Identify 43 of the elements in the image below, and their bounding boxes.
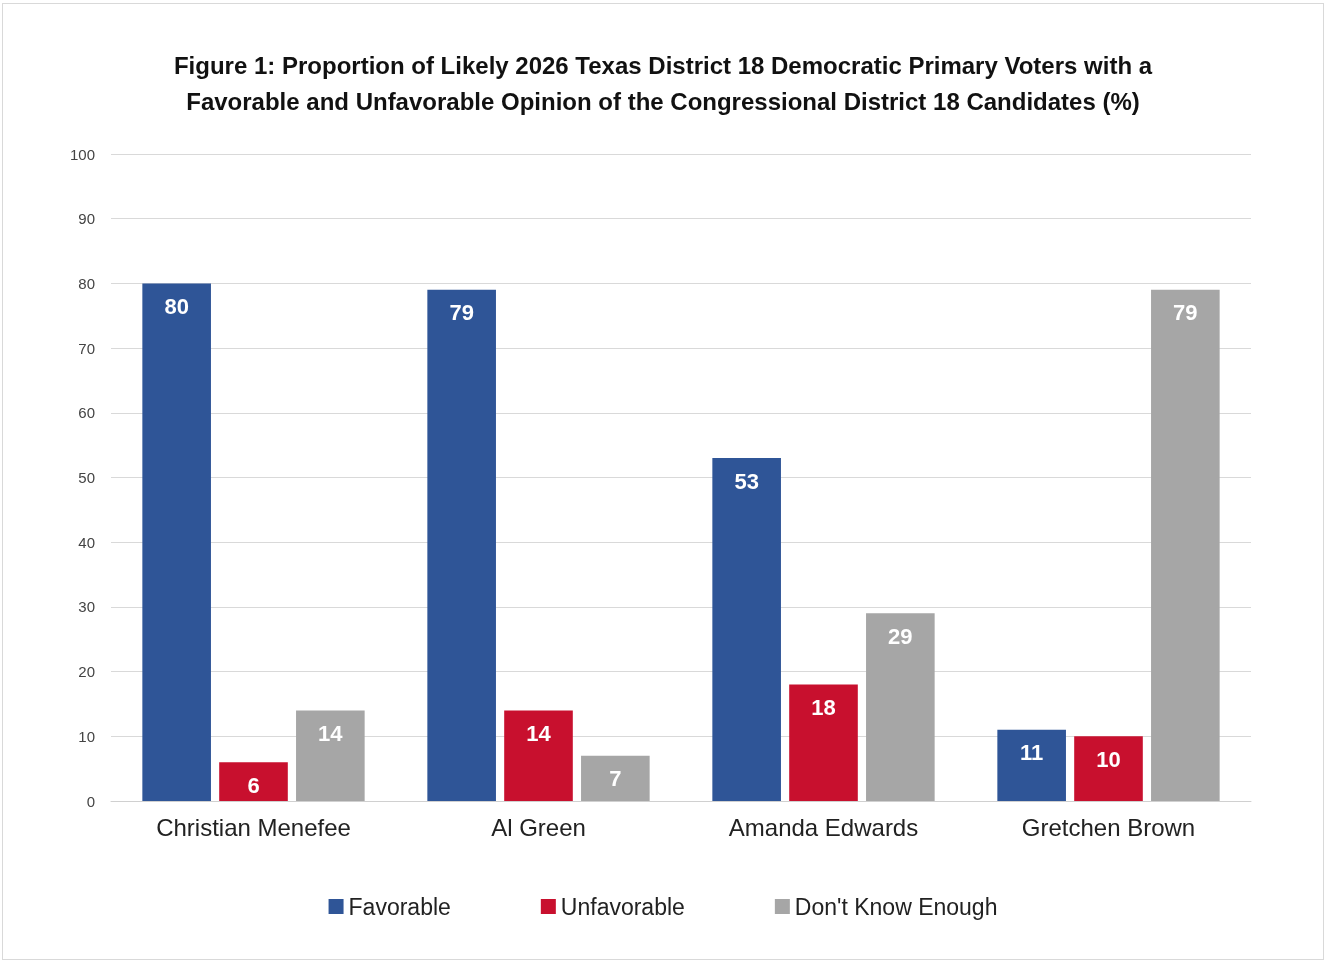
bar xyxy=(789,684,858,801)
bar xyxy=(1151,289,1220,801)
bar xyxy=(219,762,288,801)
y-tick-label: 20 xyxy=(78,663,95,681)
x-tick-label: Gretchen Brown xyxy=(1021,813,1196,841)
data-label: 10 xyxy=(1096,746,1121,772)
legend-label: Unfavorable xyxy=(560,893,685,920)
bar xyxy=(142,283,211,801)
bar xyxy=(712,458,781,801)
y-tick-label: 40 xyxy=(78,533,95,551)
data-label: 14 xyxy=(526,720,552,746)
data-label: 14 xyxy=(318,720,344,746)
x-tick-label: Amanda Edwards xyxy=(728,813,919,841)
data-label: 7 xyxy=(609,766,622,792)
bar xyxy=(427,289,496,801)
legend-label: Don't Know Enough xyxy=(794,893,998,920)
bar xyxy=(581,755,650,801)
bar xyxy=(997,729,1066,801)
y-tick-label: 60 xyxy=(78,404,95,422)
x-tick-label: Christian Menefee xyxy=(156,813,351,841)
data-label: 79 xyxy=(1173,300,1198,326)
chart-title: Figure 1: Proportion of Likely 2026 Texas District 18 Democratic Primary Voters with a Favorable and Unfavorable Opinion of the Congressional District 18 Candidates (%) xyxy=(173,51,1153,115)
legend-label: Favorable xyxy=(348,893,451,920)
data-label: 29 xyxy=(888,623,913,649)
y-tick-label: 70 xyxy=(78,339,95,357)
data-label: 18 xyxy=(811,695,836,721)
y-tick-label: 90 xyxy=(78,210,95,228)
data-label: 11 xyxy=(1020,740,1044,766)
y-tick-label: 100 xyxy=(69,145,95,163)
data-label: 80 xyxy=(164,293,189,319)
y-tick-label: 50 xyxy=(78,469,95,486)
bar xyxy=(296,710,365,801)
y-tick-label: 10 xyxy=(78,727,95,745)
data-label: 6 xyxy=(247,772,260,798)
data-label: 53 xyxy=(734,468,759,494)
bar xyxy=(1074,736,1143,801)
y-tick-label: 30 xyxy=(78,598,95,616)
y-tick-label: 80 xyxy=(78,274,95,292)
bar xyxy=(866,613,935,801)
data-label: 79 xyxy=(449,300,474,326)
x-tick-label: Al Green xyxy=(491,813,586,841)
bar xyxy=(504,710,573,801)
y-tick-label: 0 xyxy=(86,792,95,810)
